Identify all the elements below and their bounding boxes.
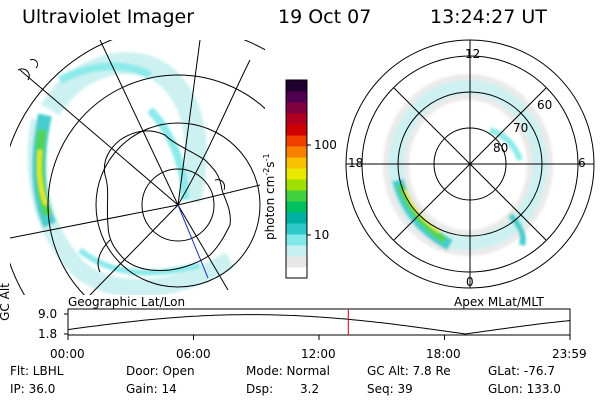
colorbar-swatch xyxy=(286,234,307,246)
mlat-label-80: 80 xyxy=(493,141,509,155)
status-glat: GLat: -76.7 xyxy=(488,364,555,378)
colorbar-swatch xyxy=(286,267,307,279)
status-gain: Gain: 14 xyxy=(126,382,177,396)
colorbar-swatch xyxy=(286,157,307,169)
colorbar-swatch xyxy=(286,190,307,202)
timeline-plot xyxy=(64,308,571,340)
status-glon: GLon: 133.0 xyxy=(488,382,561,396)
timeline-xtick-0: 00:00 xyxy=(50,347,85,361)
colorbar-swatch xyxy=(286,102,307,114)
observation-time: 13:24:27 UT xyxy=(430,6,547,28)
status-mode: Mode: Normal xyxy=(246,364,330,378)
colorbar-tick-100: 100 xyxy=(314,138,337,152)
right-panel-caption: Apex MLat/MLT xyxy=(454,295,544,309)
colorbar-tick-10: 10 xyxy=(314,228,330,242)
status-dsp-label: Dsp: xyxy=(246,382,274,396)
status-ip: IP: 36.0 xyxy=(10,382,56,396)
colorbar-swatch xyxy=(286,201,307,213)
colorbar-swatch xyxy=(286,245,307,257)
colorbar-swatch xyxy=(286,212,307,224)
mlt-label-left: 18 xyxy=(348,156,364,170)
mlt-label-bottom: 0 xyxy=(466,275,474,289)
left-panel-caption: Geographic Lat/Lon xyxy=(68,295,186,309)
timeline-y-label: GC Alt xyxy=(0,283,12,321)
aurora-emission-right xyxy=(383,74,553,256)
timeline-xtick-2: 12:00 xyxy=(301,347,336,361)
geographic-map-panel xyxy=(10,40,265,295)
status-gc-alt: GC Alt: 7.8 Re xyxy=(367,364,451,378)
colorbar-swatch xyxy=(286,179,307,191)
aurora-emission-left xyxy=(27,52,235,295)
magnetic-polar-panel xyxy=(345,39,595,289)
colorbar-unit-label: photon cm-2s-1 xyxy=(262,153,277,240)
mlat-label-70: 70 xyxy=(513,121,529,135)
status-dsp-value: 3.2 xyxy=(300,382,320,396)
instrument-title: Ultraviolet Imager xyxy=(22,6,195,28)
colorbar xyxy=(285,79,308,279)
colorbar-swatch xyxy=(286,91,307,103)
colorbar-swatch xyxy=(286,124,307,136)
colorbar-swatch xyxy=(286,146,307,158)
timeline-ytick-max: 9.0 xyxy=(38,307,58,321)
mlat-label-60: 60 xyxy=(537,98,553,112)
colorbar-swatch xyxy=(286,256,307,268)
coastline xyxy=(103,130,231,271)
mlt-label-right: 6 xyxy=(578,156,586,170)
colorbar-swatch xyxy=(286,168,307,180)
status-door: Door: Open xyxy=(126,364,195,378)
timeline-ytick-min: 1.8 xyxy=(38,327,58,341)
timeline-xtick-1: 06:00 xyxy=(176,347,211,361)
timeline-xtick-4: 23:59 xyxy=(552,347,587,361)
mlt-label-top: 12 xyxy=(465,47,481,61)
colorbar-swatch xyxy=(286,80,307,92)
status-filter: Flt: LBHL xyxy=(10,364,64,378)
altitude-curve xyxy=(67,314,571,335)
colorbar-frame xyxy=(285,79,308,279)
timeline-xtick-3: 18:00 xyxy=(426,347,461,361)
colorbar-swatch xyxy=(286,223,307,235)
colorbar-swatch xyxy=(286,113,307,125)
observation-date: 19 Oct 07 xyxy=(278,6,372,28)
status-seq: Seq: 39 xyxy=(367,382,413,396)
colorbar-swatch xyxy=(286,135,307,147)
